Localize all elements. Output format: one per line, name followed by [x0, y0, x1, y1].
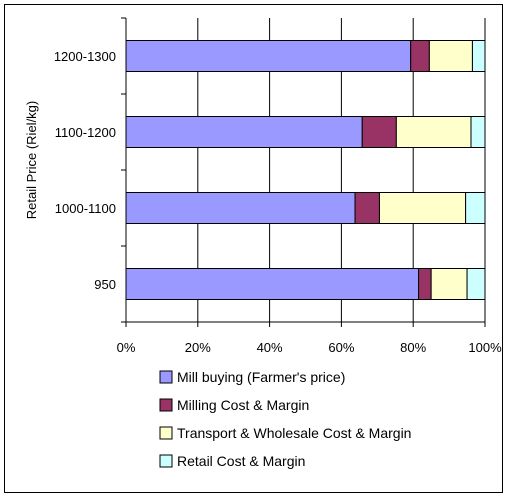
- y-axis-title: Retail Price (Riel/kg): [24, 101, 39, 219]
- legend-swatch: [159, 370, 173, 384]
- bar-segment: [430, 268, 468, 300]
- bar-segment: [465, 192, 486, 224]
- legend-label: Transport & Wholesale Cost & Margin: [177, 425, 411, 441]
- legend-label: Mill buying (Farmer's price): [177, 369, 345, 385]
- x-tick-label: 0%: [117, 340, 136, 355]
- bar-segment: [410, 40, 430, 72]
- legend: Mill buying (Farmer's price) Milling Cost…: [159, 369, 411, 469]
- bar-segment: [470, 116, 486, 148]
- y-tick-label: 1000-1100: [55, 201, 116, 216]
- legend-label: Milling Cost & Margin: [177, 397, 309, 413]
- bar-segment: [354, 192, 380, 224]
- bar-segment: [378, 192, 467, 224]
- tick-marks: [121, 17, 486, 327]
- legend-swatch: [159, 454, 173, 468]
- bar-segment: [361, 116, 397, 148]
- x-tick-label: 20%: [185, 340, 211, 355]
- bar-segment: [418, 268, 432, 300]
- bar-segment: [471, 40, 486, 72]
- bar-segment: [395, 116, 472, 148]
- x-tick-label: 80%: [400, 340, 426, 355]
- bar-segment: [428, 40, 473, 72]
- y-tick-label: 1100-1200: [55, 125, 116, 140]
- bar-segment: [466, 268, 486, 300]
- x-tick-labels: 0% 20% 40% 60% 80% 100%: [117, 340, 502, 355]
- bar-segment: [125, 116, 363, 148]
- legend-label: Retail Cost & Margin: [177, 453, 305, 469]
- legend-swatch: [159, 398, 173, 412]
- bar-segment: [125, 268, 420, 300]
- chart-frame: [4, 4, 503, 493]
- x-tick-label: 100%: [468, 340, 502, 355]
- bar-segment: [125, 40, 412, 72]
- bar-segment: [125, 192, 356, 224]
- x-tick-label: 60%: [328, 340, 354, 355]
- y-tick-labels: 950 1000-1100 1100-1200 1200-1300: [54, 49, 116, 292]
- x-tick-label: 40%: [257, 340, 283, 355]
- legend-swatch: [159, 426, 173, 440]
- y-tick-label: 950: [94, 277, 116, 292]
- bars: [125, 40, 486, 300]
- y-tick-label: 1200-1300: [54, 49, 116, 64]
